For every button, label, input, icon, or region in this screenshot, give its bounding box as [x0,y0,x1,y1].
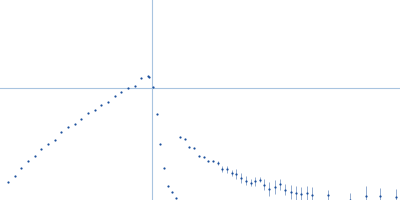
Point [105,101,111,104]
Point [261,183,267,186]
Point [5,180,11,183]
Point [252,179,258,183]
Point [118,90,124,94]
Point [228,171,235,175]
Point [277,183,283,186]
Point [38,148,44,151]
Point [214,161,221,165]
Point [377,194,383,197]
Point [205,160,212,163]
Point [45,142,51,145]
Point [65,126,71,129]
Point [138,76,144,80]
Point [92,108,98,111]
Point [165,184,172,187]
Point [309,194,315,197]
Point [191,147,197,150]
Point [125,86,131,89]
Point [219,167,226,170]
Point [186,146,193,149]
Point [112,94,118,97]
Point [363,194,369,197]
Point [182,137,188,140]
Point [243,179,249,182]
Point [85,112,91,115]
Point [200,156,207,159]
Point [196,154,202,157]
Point [177,135,183,138]
Point [238,176,244,179]
Point [173,196,179,199]
Point [266,188,272,191]
Point [78,117,84,120]
Point [288,190,294,193]
Point [304,191,310,194]
Point [298,192,304,195]
Point [132,84,138,87]
Point [257,178,263,181]
Point [25,159,31,162]
Point [157,142,164,146]
Point [272,185,278,188]
Point [393,196,399,199]
Point [18,166,24,170]
Point [153,113,160,116]
Point [210,159,216,162]
Point [145,74,151,77]
Point [293,191,299,195]
Point [32,154,38,158]
Point [161,166,168,169]
Point [72,122,78,126]
Point [52,139,58,142]
Point [347,199,353,200]
Point [325,193,331,197]
Point [12,174,18,178]
Point [146,75,152,78]
Point [282,188,288,191]
Point [169,191,175,194]
Point [224,168,230,171]
Point [98,104,104,107]
Point [247,181,254,184]
Point [233,172,240,176]
Point [150,86,156,89]
Point [58,130,64,133]
